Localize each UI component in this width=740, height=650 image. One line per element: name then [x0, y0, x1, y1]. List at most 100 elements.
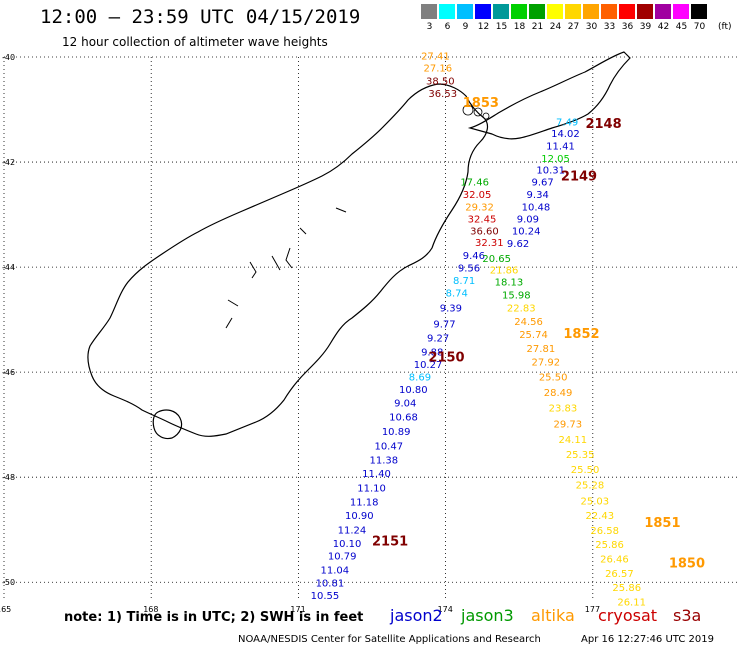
- scale-swatch: [601, 4, 618, 19]
- wave-height-label: 11.04: [320, 565, 349, 576]
- pass-number: 1851: [644, 516, 680, 531]
- lat-label: -46: [2, 368, 15, 377]
- page-title: 12:00 — 23:59 UTC 04/15/2019: [40, 6, 361, 28]
- wave-height-label: 8.74: [446, 289, 468, 300]
- wave-height-label: 27.92: [531, 357, 560, 368]
- wave-height-label: 10.55: [311, 591, 340, 602]
- scale-label: 45: [675, 22, 688, 32]
- wave-height-label: 9.27: [427, 334, 449, 345]
- wave-height-label: 25.86: [612, 583, 641, 594]
- scale-label: 39: [639, 22, 652, 32]
- scale-label: 6: [444, 22, 451, 32]
- wave-height-label: 25.35: [566, 450, 595, 461]
- lon-label: 171: [290, 605, 305, 614]
- scale-swatch: [457, 4, 474, 19]
- wave-height-label: 8.69: [409, 373, 431, 384]
- wave-height-label: 14.02: [551, 129, 580, 140]
- wave-height-label: 32.31: [475, 238, 504, 249]
- wave-height-label: 24.56: [514, 317, 543, 328]
- wave-height-label: 9.39: [440, 304, 462, 315]
- credit-line: NOAA/NESDIS Center for Satellite Applica…: [238, 634, 541, 645]
- wave-height-label: 9.62: [507, 239, 529, 250]
- wave-height-label: 15.98: [502, 291, 531, 302]
- scale-label: 12: [477, 22, 490, 32]
- page-subtitle: 12 hour collection of altimeter wave hei…: [62, 35, 328, 49]
- wave-height-label: 25.50: [571, 465, 600, 476]
- wave-height-label: 22.83: [507, 304, 536, 315]
- graticule: [3, 56, 740, 598]
- scale-swatch: [583, 4, 600, 19]
- wave-height-label: 10.27: [414, 360, 443, 371]
- wave-height-label: 12.05: [541, 154, 570, 165]
- wave-height-label: 22.43: [585, 511, 614, 522]
- lon-label: 165: [0, 605, 11, 614]
- wave-height-label: 24.11: [558, 435, 587, 446]
- wave-height-label: 10.81: [316, 578, 345, 589]
- pass-number: 1850: [669, 557, 705, 572]
- scale-label: 30: [585, 22, 598, 32]
- lat-label: -48: [2, 473, 15, 482]
- pass-number: 2150: [428, 351, 464, 366]
- scale-swatch: [493, 4, 510, 19]
- wave-height-label: 9.34: [527, 190, 549, 201]
- wave-height-label: 27.41: [421, 52, 450, 63]
- scale-label: 70: [693, 22, 706, 32]
- scale-label: 18: [513, 22, 526, 32]
- scale-label: 24: [549, 22, 562, 32]
- wave-height-label: 29.73: [554, 419, 583, 430]
- wave-height-label: 25.86: [595, 540, 624, 551]
- scale-swatch: [439, 4, 456, 19]
- scale-label: 9: [462, 22, 469, 32]
- pass-number: 2151: [372, 534, 408, 549]
- wave-height-label: 11.24: [338, 525, 367, 536]
- scale-swatch: [673, 4, 690, 19]
- generated-timestamp: Apr 16 12:27:46 UTC 2019: [581, 634, 714, 645]
- pass-number: 2148: [585, 117, 621, 132]
- lon-label: 174: [438, 605, 453, 614]
- wave-height-label: 23.83: [549, 404, 578, 415]
- wave-height-label: 11.18: [350, 498, 379, 509]
- wave-height-label: 32.05: [463, 190, 492, 201]
- lat-label: -40: [2, 53, 15, 62]
- scale-label: 42: [657, 22, 670, 32]
- scale-swatch: [691, 4, 708, 19]
- wave-height-label: 38.50: [426, 76, 455, 87]
- scale-unit: (ft): [718, 22, 732, 32]
- scale-swatch: [619, 4, 636, 19]
- scale-swatch: [637, 4, 654, 19]
- wave-height-label: 9.77: [433, 320, 455, 331]
- wave-height-label: 10.89: [382, 427, 411, 438]
- wave-height-label: 26.46: [600, 554, 629, 565]
- observation-labels: 27.4127.1638.5036.537.4914.0211.4112.051…: [311, 52, 646, 609]
- wellington-cluster: [462, 104, 490, 120]
- pass-labels: 1853 2148 2149 1852 2150 2151 1851 1850: [372, 96, 705, 572]
- scale-label: 21: [531, 22, 544, 32]
- axis-labels: -40 -42 -44 -46 -48 -50 165 168 171 174 177: [0, 53, 600, 614]
- wave-height-label: 25.03: [581, 497, 610, 508]
- legend-jason3: jason3: [461, 606, 514, 625]
- wave-height-label: 17.46: [460, 178, 489, 189]
- north-island-coast: [467, 51, 631, 140]
- pass-number: 2149: [561, 169, 597, 184]
- scale-swatch: [547, 4, 564, 19]
- footnote: note: 1) Time is in UTC; 2) SWH is in fe…: [64, 610, 364, 625]
- wave-height-label: 21.86: [490, 265, 519, 276]
- lon-label: 168: [143, 605, 158, 614]
- wave-height-label: 11.41: [546, 141, 575, 152]
- wave-height-label: 10.48: [522, 202, 551, 213]
- wave-height-label: 9.88: [421, 347, 443, 358]
- wave-height-label: 9.56: [458, 263, 480, 274]
- scale-swatch: [475, 4, 492, 19]
- wave-height-label: 9.09: [517, 214, 539, 225]
- wave-height-label: 36.60: [470, 227, 499, 238]
- legend-cryosat: cryosat: [598, 606, 658, 625]
- scale-swatch: [511, 4, 528, 19]
- legend-s3a: s3a: [673, 606, 702, 625]
- wave-height-label: 7.49: [556, 117, 578, 128]
- pass-number: 1853: [463, 96, 499, 111]
- wave-height-label: 10.47: [374, 441, 403, 452]
- scale-label: 36: [621, 22, 634, 32]
- wave-height-label: 10.10: [333, 539, 362, 550]
